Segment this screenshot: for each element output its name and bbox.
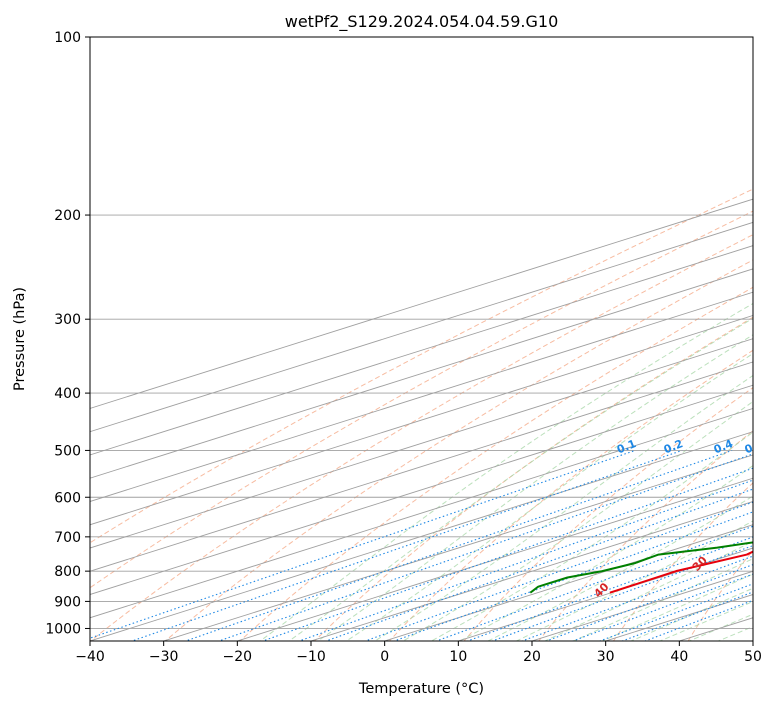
mixing-ratio-line <box>544 564 753 641</box>
y-tick-label: 1000 <box>45 621 81 637</box>
mixing-ratio-line <box>520 555 753 641</box>
moist-adiabat-line <box>629 587 753 641</box>
x-axis-title: Temperature (°C) <box>358 681 484 697</box>
y-tick-label: 300 <box>54 312 81 328</box>
isotherm-line <box>383 524 753 641</box>
y-tick-label: 600 <box>54 490 81 506</box>
isotherm-line <box>90 245 753 456</box>
mixing-ratio-line <box>184 449 733 641</box>
mixing-ratio-line <box>392 511 753 641</box>
moist-adiabat-line <box>402 400 753 641</box>
x-tick-label: 20 <box>523 649 541 665</box>
moist-adiabat-line <box>373 374 753 641</box>
isotherm-line <box>90 268 753 479</box>
mixing-ratio-line <box>261 467 753 641</box>
mixing-ratio-line <box>217 453 753 641</box>
dry-adiabat-line <box>612 482 753 641</box>
x-tick-label: −10 <box>296 649 326 665</box>
chart-title: wetPf2_S129.2024.054.04.59.G10 <box>285 12 559 32</box>
mixing-ratio-line <box>130 449 683 641</box>
axis-layer: −40 −30 −20 −10 0 10 20 30 40 50 100 200 300 400 500 60… <box>45 30 762 665</box>
plot-frame <box>89 36 754 642</box>
isotherm-line <box>309 500 753 641</box>
y-tick-label: 800 <box>54 564 81 580</box>
grid-layer <box>90 24 775 648</box>
isotherm-line <box>90 431 753 641</box>
moist-adiabat-line <box>259 302 753 641</box>
dry-adiabat-line <box>759 24 775 648</box>
x-tick-label: 0 <box>380 649 389 665</box>
x-tick-label: 50 <box>744 649 762 665</box>
x-tick-label: 30 <box>597 649 615 665</box>
dry-adiabat-line <box>687 549 753 641</box>
moist-adiabat-line <box>543 540 753 641</box>
isotherm-line <box>90 361 753 572</box>
y-tick-label: 500 <box>54 443 81 459</box>
x-tick-label: 10 <box>449 649 467 665</box>
isotherm-line <box>90 198 753 409</box>
isotherm-line <box>90 384 753 595</box>
mixing-ratio-line <box>643 599 753 641</box>
isotherm-line <box>90 338 753 549</box>
isotherm-line <box>90 221 753 433</box>
isotherm-line <box>235 477 753 641</box>
y-tick-label: 200 <box>54 208 81 224</box>
x-tick-label: −40 <box>75 649 105 665</box>
moist-adiabat-line <box>345 352 753 641</box>
isotherm-line <box>90 407 753 619</box>
moist-adiabat-line <box>458 464 753 641</box>
y-tick-label: 900 <box>54 594 81 610</box>
x-tick-label: −20 <box>223 649 253 665</box>
x-tick-label: 40 <box>670 649 688 665</box>
plot-background <box>90 37 753 641</box>
mixing-ratio-line <box>571 573 753 641</box>
moist-adiabat-line <box>316 334 753 641</box>
dry-adiabat-line <box>239 286 753 641</box>
moist-adiabat-line <box>486 495 753 641</box>
y-tick-label: 700 <box>54 530 81 546</box>
x-tick-label: −30 <box>149 649 179 665</box>
moist-adiabat-line <box>515 520 753 641</box>
isotherm-line <box>162 454 753 641</box>
y-tick-label: 100 <box>54 30 81 46</box>
isotherm-line <box>90 314 753 526</box>
moist-adiabat-line <box>658 600 753 641</box>
isotherm-line <box>90 291 753 502</box>
dry-adiabat-line <box>90 234 753 641</box>
mixing-ratio-line <box>620 591 753 641</box>
mixing-ratio-line <box>598 583 753 641</box>
dry-adiabat-line <box>90 188 753 544</box>
y-axis-title: Pressure (hPa) <box>12 287 28 391</box>
y-tick-label: 400 <box>54 386 81 402</box>
moist-adiabat-line <box>288 317 753 641</box>
mixing-ratio-label: 0.6 <box>743 437 766 456</box>
moist-adiabat-line <box>601 573 753 641</box>
